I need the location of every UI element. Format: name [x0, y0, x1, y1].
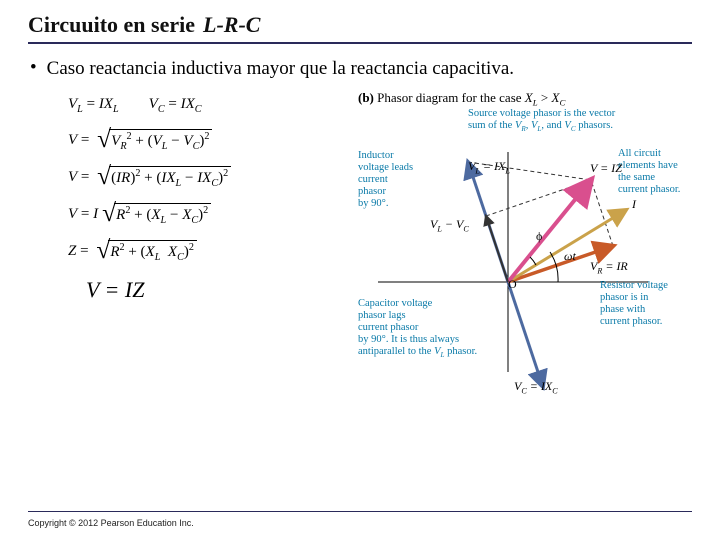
bullet-marker: • [30, 58, 37, 80]
label-wt: ωt [564, 250, 576, 264]
copyright: Copyright © 2012 Pearson Education Inc. [28, 518, 194, 528]
phasor-vc [508, 282, 543, 387]
eq-final: V = IZ [86, 277, 348, 303]
bullet-text: Caso reactancia inductiva mayor que la r… [47, 58, 514, 80]
label-v: V = IZ [590, 162, 622, 176]
eq-vc: VC = IXC [149, 96, 202, 115]
label-vr: VR = IR [590, 260, 628, 276]
diagram-caption: (b) Phasor diagram for the case XL > XC [358, 90, 692, 108]
label-vlvc: VL − VC [430, 218, 469, 234]
annot-left-bottom: Capacitor voltagephasor lagscurrent phas… [358, 298, 478, 360]
eq-z: Z = √R2 + (XL XC)2 [68, 240, 348, 263]
eq-vl: VL = IXL [68, 96, 119, 115]
label-i: I [632, 198, 636, 212]
label-vl: VL = IXL [468, 160, 510, 176]
eq-v2: V = √(IR)2 + (IXL − IXC)2 [68, 166, 348, 189]
annot-left-top: Inductorvoltage leadscurrentphasorby 90°… [358, 150, 448, 210]
annot-right-bottom: Resistor voltagephasor is inphase withcu… [600, 280, 690, 328]
footer-rule [28, 511, 692, 512]
phasor-diagram: (b) Phasor diagram for the case XL > XC [358, 90, 692, 422]
phasor-vdiff [486, 216, 508, 282]
equations-block: VL = IXL VC = IXC V = √VR2 + (VL − VC)2 … [28, 90, 348, 422]
slide-title: Circuuito en serie L-R-C [28, 12, 692, 44]
arc-phi [530, 257, 536, 265]
title-main: Circuuito en serie [28, 12, 195, 38]
label-vc: VC = IXC [514, 380, 558, 396]
eq-v1: V = √VR2 + (VL − VC)2 [68, 129, 348, 152]
eq-v3: V = I √R2 + (XL − XC)2 [68, 203, 348, 226]
annot-right-top: All circuitelements havethe samecurrent … [618, 148, 698, 196]
label-phi: ϕ [536, 230, 542, 244]
annot-top: Source voltage phasor is the vectorsum o… [468, 108, 668, 133]
bullet-item: • Caso reactancia inductiva mayor que la… [28, 58, 692, 80]
label-origin: O [508, 278, 517, 292]
title-italic: L-R-C [203, 12, 260, 38]
